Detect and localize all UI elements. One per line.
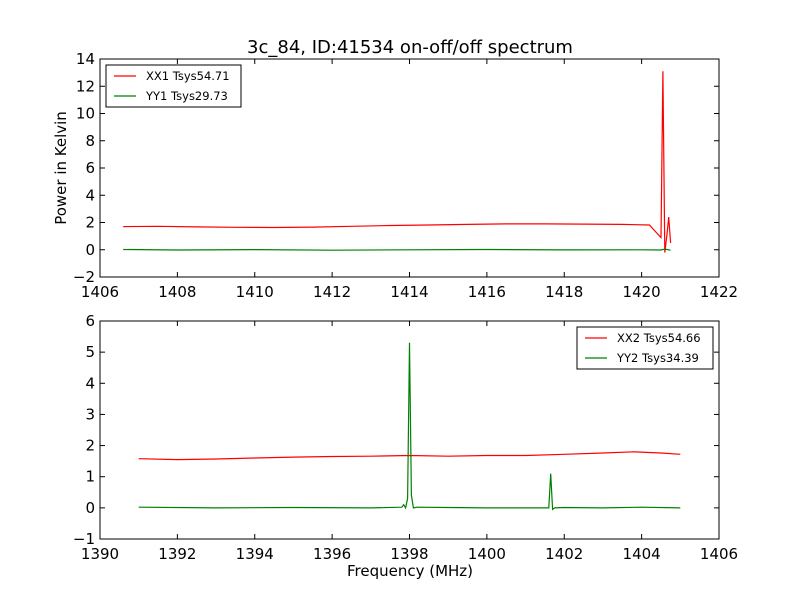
y-tick-label: 2: [85, 437, 95, 455]
series-line-0-1: [123, 248, 671, 251]
top-panel: 1406 1408 1410 1412 1414 1416 1418 1420 1422−202…: [73, 50, 738, 301]
legend-entry: XX2 Tsys54.66: [617, 331, 701, 345]
x-tick-label: 1418: [545, 283, 583, 301]
legend-entry: YY1 Tsys29.73: [145, 89, 228, 103]
x-tick-label: 1398: [390, 545, 428, 563]
y-tick-label: 12: [76, 77, 95, 95]
x-tick-label: 1422: [700, 283, 738, 301]
x-tick-label: 1390: [81, 545, 119, 563]
series-line-1-0: [138, 451, 681, 461]
x-tick-label: 1396: [313, 545, 351, 563]
x-tick-label: 1394: [236, 545, 274, 563]
y-tick-label: 0: [85, 499, 95, 517]
legend-1: XX2 Tsys54.66 YY2 Tsys34.39: [576, 326, 714, 370]
y-tick-label: 3: [85, 405, 95, 423]
series-line-1-1: [138, 342, 681, 511]
x-tick-label: 1406: [81, 283, 119, 301]
x-tick-label: 1410: [236, 283, 274, 301]
y-tick-label: 6: [85, 159, 95, 177]
y-axis-label-top: Power in Kelvin: [52, 111, 70, 225]
y-tick-label: 4: [85, 374, 95, 392]
y-tick-label: 4: [85, 186, 95, 204]
legend-box: [576, 326, 714, 370]
series-line-0-0: [123, 71, 672, 253]
legend-box: [105, 64, 242, 108]
y-tick-label: 2: [85, 214, 95, 232]
x-tick-label: 1404: [623, 545, 661, 563]
legend-entry: YY2 Tsys34.39: [616, 351, 699, 365]
x-tick-label: 1412: [313, 283, 351, 301]
y-tick-label: −2: [73, 268, 95, 286]
y-tick-label: 8: [85, 132, 95, 150]
y-tick-label: 10: [76, 105, 95, 123]
y-tick-label: 14: [76, 50, 95, 68]
x-tick-label: 1392: [158, 545, 196, 563]
x-tick-label: 1406: [700, 545, 738, 563]
chart-title: 3c_84, ID:41534 on-off/off spectrum: [247, 37, 573, 58]
x-tick-label: 1420: [623, 283, 661, 301]
legend-0: XX1 Tsys54.71 YY1 Tsys29.73: [105, 64, 242, 108]
x-tick-label: 1408: [158, 283, 196, 301]
y-tick-label: −1: [73, 530, 95, 548]
y-tick-label: 6: [85, 312, 95, 330]
y-tick-label: 0: [85, 241, 95, 259]
x-tick-label: 1416: [468, 283, 506, 301]
x-tick-label: 1414: [390, 283, 428, 301]
x-tick-label: 1402: [545, 545, 583, 563]
x-axis-label-bottom: Frequency (MHz): [347, 562, 473, 580]
y-tick-label: 1: [85, 468, 95, 486]
legend-entry: XX1 Tsys54.71: [146, 69, 230, 83]
x-tick-label: 1400: [468, 545, 506, 563]
bottom-panel: 1390 1392 1394 1396 1398 1400 1402 1404 1406 −1 0 1…: [73, 312, 738, 563]
y-tick-label: 5: [85, 343, 95, 361]
